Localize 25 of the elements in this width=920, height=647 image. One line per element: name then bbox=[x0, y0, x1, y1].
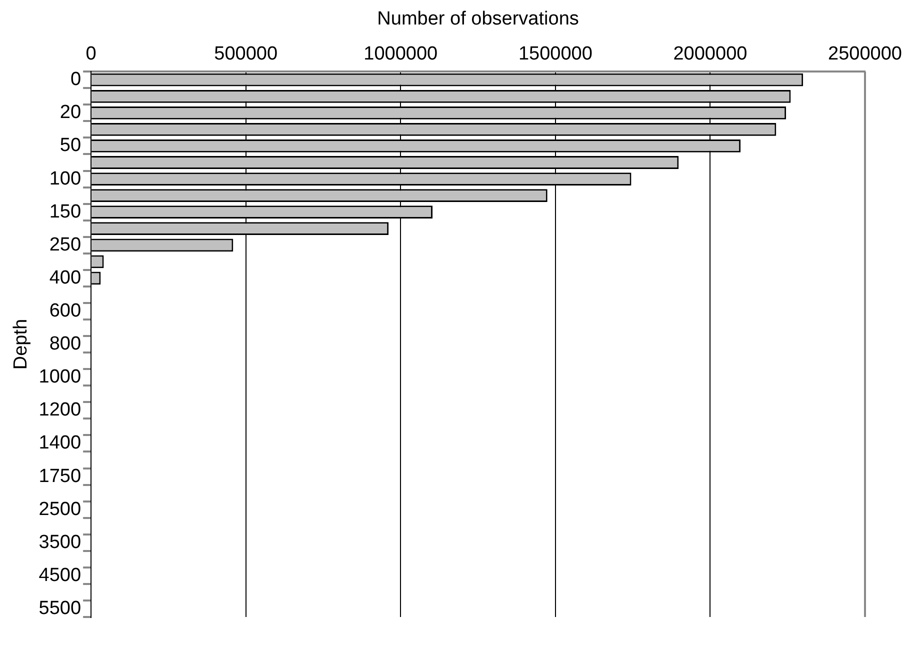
y-tick-label: 1400 bbox=[38, 432, 82, 454]
y-tick-label: 1200 bbox=[38, 400, 82, 421]
x-tick-label: 1500000 bbox=[518, 43, 592, 64]
y-tick-label: 250 bbox=[49, 234, 82, 256]
y-tick-label: 5500 bbox=[38, 598, 82, 619]
y-tick-label: 0 bbox=[70, 69, 82, 90]
x-tick-label: 500000 bbox=[214, 43, 278, 64]
y-tick-label: 400 bbox=[49, 267, 82, 288]
y-tick-label: 2500 bbox=[38, 498, 82, 520]
y-tick-label: 100 bbox=[49, 168, 82, 190]
y-tick-label: 150 bbox=[49, 201, 82, 222]
y-tick-label: 800 bbox=[49, 334, 82, 355]
x-tick-label: 1000000 bbox=[364, 43, 438, 64]
y-tick-label: 600 bbox=[49, 300, 82, 322]
y-tick-label: 3500 bbox=[38, 532, 82, 553]
y-tick-label: 1750 bbox=[38, 466, 82, 487]
y-tick-label: 1000 bbox=[38, 366, 82, 388]
x-tick-label: 2500000 bbox=[828, 43, 902, 64]
x-tick-label: 2000000 bbox=[673, 43, 748, 64]
y-tick-label: 50 bbox=[60, 135, 82, 156]
x-axis-title: Number of observations bbox=[377, 8, 579, 30]
y-tick-label: 4500 bbox=[38, 564, 82, 586]
x-tick-label: 0 bbox=[86, 43, 96, 64]
y-tick-label: 20 bbox=[60, 102, 82, 124]
y-axis-title: Depth bbox=[10, 318, 32, 370]
